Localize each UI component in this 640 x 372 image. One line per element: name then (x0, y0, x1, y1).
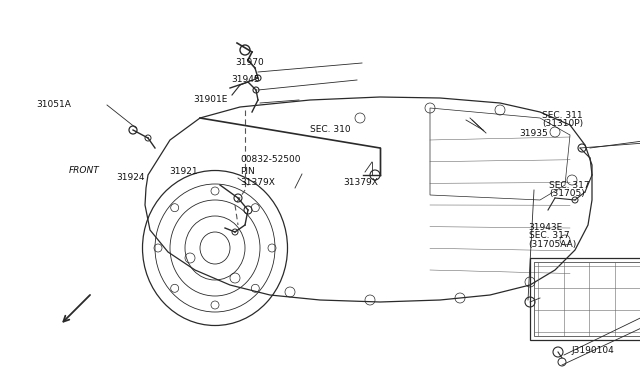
Text: SEC. 311: SEC. 311 (542, 111, 582, 120)
Text: SEC. 317: SEC. 317 (529, 231, 569, 240)
Text: 31051A: 31051A (36, 100, 71, 109)
Text: 31921: 31921 (170, 167, 198, 176)
Text: 31970: 31970 (236, 58, 264, 67)
Text: (31705AA): (31705AA) (529, 240, 577, 248)
Text: 31943E: 31943E (529, 223, 563, 232)
Text: (31310P): (31310P) (542, 119, 583, 128)
Text: SEC. 310: SEC. 310 (310, 125, 350, 134)
Text: 00832-52500: 00832-52500 (240, 155, 301, 164)
Text: PIN: PIN (240, 167, 255, 176)
Text: FRONT: FRONT (69, 166, 100, 175)
Text: 31901E: 31901E (193, 95, 228, 104)
Text: 31924: 31924 (116, 173, 145, 182)
Text: 31945: 31945 (232, 76, 260, 84)
Text: 31379X: 31379X (343, 178, 378, 187)
Text: SEC. 317: SEC. 317 (549, 181, 589, 190)
Text: 31379X: 31379X (240, 178, 275, 187)
Text: J3190104: J3190104 (572, 346, 614, 355)
Text: (31705): (31705) (549, 189, 585, 198)
Text: 31935: 31935 (520, 129, 548, 138)
